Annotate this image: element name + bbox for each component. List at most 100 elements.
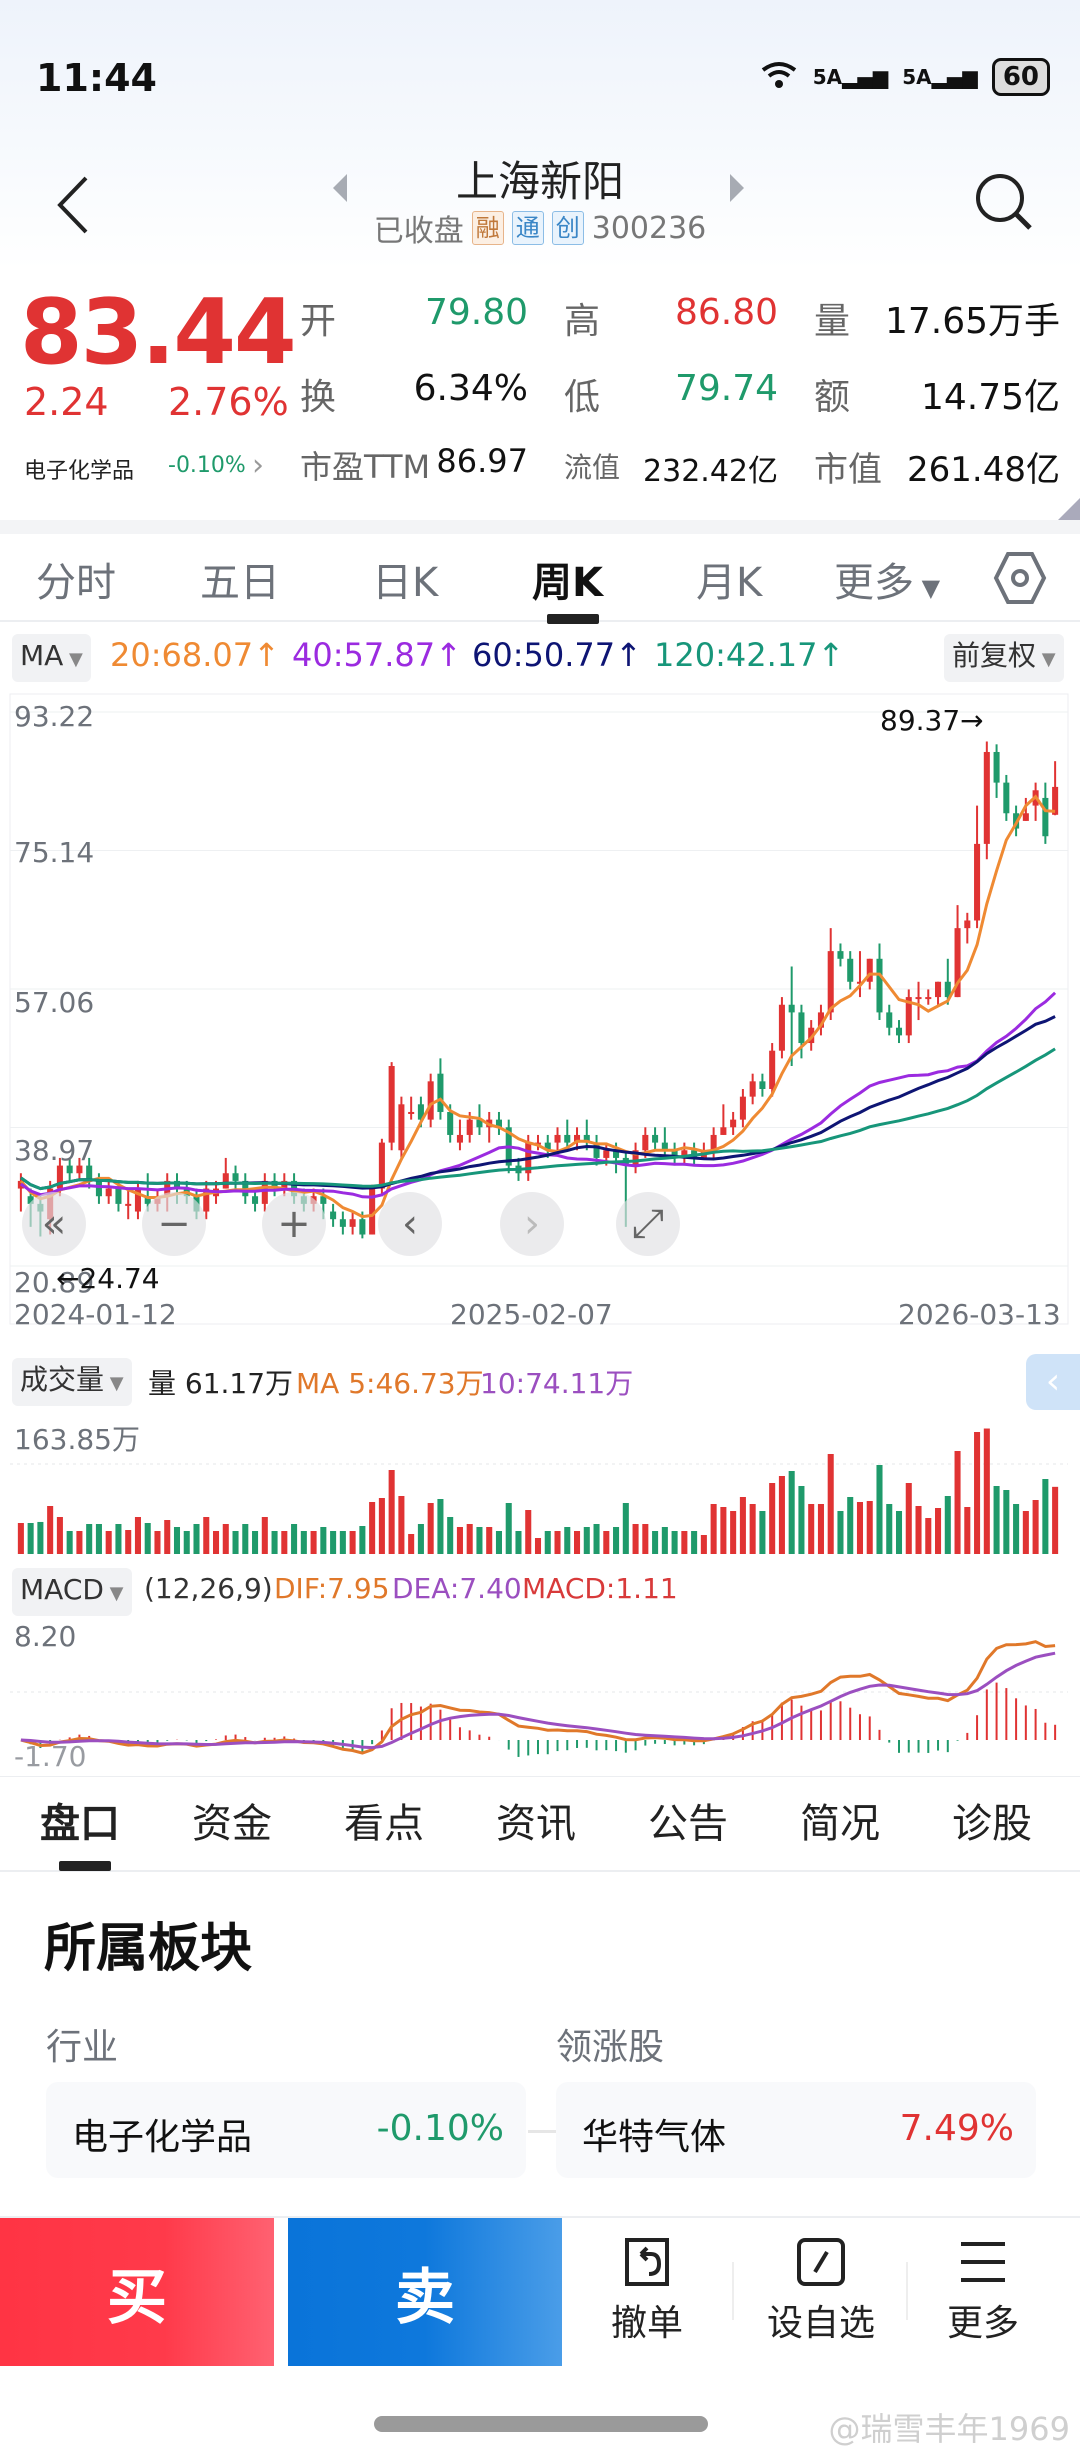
tab-news[interactable]: 资讯 — [496, 1801, 576, 1847]
fullscreen-button[interactable]: ⤢ — [616, 1192, 680, 1256]
prev-stock-button[interactable] — [333, 174, 347, 202]
leader-card-pct: 7.49% — [899, 2108, 1014, 2149]
tab-fund-flow[interactable]: 资金 — [192, 1801, 272, 1847]
kline-period-tabs: 分时 五日 日K 周K 月K 更多 ▼ — [0, 534, 1080, 624]
macd-chart[interactable] — [0, 1616, 1080, 1776]
more-button[interactable]: 更多 — [918, 2236, 1048, 2346]
industry-card[interactable]: 电子化学品 -0.10% — [46, 2082, 526, 2178]
double-chevron-left-icon: « — [41, 1201, 67, 1247]
high-value: 86.80 — [674, 292, 778, 333]
chevron-right-icon: › — [252, 448, 264, 483]
stock-code: 300236 — [591, 210, 707, 246]
scroll-right-button[interactable]: › — [500, 1192, 564, 1256]
search-button[interactable] — [970, 168, 1040, 238]
chevron-right-icon: › — [524, 1201, 540, 1247]
watermark: @瑞雪丰年1969 — [828, 2410, 1070, 2448]
quote-panel: 83.44 2.24 2.76% 电子化学品 -0.10% › 开 79.80 … — [0, 270, 1080, 520]
volume-selector[interactable]: 成交量 ▼ — [12, 1358, 132, 1406]
add-watchlist-button[interactable]: 设自选 — [756, 2236, 886, 2346]
tab-monthly-k[interactable]: 月K — [696, 560, 763, 606]
status-bar: 11:44 5A▂▄▆ 5A▂▄▆ 60 — [0, 0, 1080, 140]
tab-announcements[interactable]: 公告 — [648, 1801, 728, 1847]
volume-current: 量 61.17万 — [148, 1367, 294, 1400]
industry-name: 电子化学品 — [24, 459, 135, 484]
volume-label: 量 — [814, 301, 851, 342]
macd-dif: DIF:7.95 — [274, 1572, 390, 1605]
market-cap-value: 261.48亿 — [907, 450, 1060, 490]
tab-more[interactable]: 更多 ▼ — [834, 560, 941, 606]
zoom-in-button[interactable]: + — [262, 1192, 326, 1256]
volume-ma10: 10:74.11万 — [480, 1367, 634, 1400]
tab-profile[interactable]: 简况 — [800, 1801, 880, 1847]
side-panel-toggle[interactable]: ‹ — [1026, 1354, 1080, 1410]
tab-five-day[interactable]: 五日 — [200, 560, 280, 606]
tab-intraday[interactable]: 分时 — [36, 560, 116, 606]
open-value: 79.80 — [424, 292, 528, 333]
low-annotation: ←24.74 — [56, 1262, 160, 1295]
expand-corner-icon[interactable] — [1058, 498, 1080, 520]
scroll-left-button[interactable]: ‹ — [378, 1192, 442, 1256]
leader-card-name: 华特气体 — [582, 2117, 727, 2158]
wifi-icon — [759, 60, 799, 95]
y-tick: 20.89 — [14, 1266, 95, 1299]
tab-highlights[interactable]: 看点 — [344, 1801, 424, 1847]
next-stock-button[interactable] — [730, 174, 744, 202]
y-tick: 93.22 — [14, 700, 95, 733]
pe-label: 市盈TTM — [300, 448, 431, 486]
stock-name: 上海新阳 — [455, 157, 624, 206]
x-tick: 2025-02-07 — [450, 1298, 613, 1331]
high-annotation: 89.37→ — [880, 704, 984, 737]
chart-settings-button[interactable] — [992, 550, 1048, 606]
jump-start-button[interactable]: « — [22, 1192, 86, 1256]
edit-square-icon — [797, 2238, 845, 2286]
stock-subtitle: 已收盘 融 通 创 300236 — [0, 206, 1080, 250]
sell-button[interactable]: 卖 — [288, 2218, 562, 2366]
ma20-value: 20:68.07↑ — [110, 636, 280, 674]
zoom-out-button[interactable]: − — [142, 1192, 206, 1256]
undo-doc-icon — [625, 2238, 669, 2286]
high-label: 高 — [564, 301, 601, 342]
ma-selector[interactable]: MA ▼ — [12, 634, 91, 682]
back-button[interactable] — [50, 170, 100, 240]
stock-header: 上海新阳 已收盘 融 通 创 300236 — [0, 140, 1080, 270]
macd-min-label: -1.70 — [14, 1740, 87, 1773]
connect-tag: 通 — [511, 211, 544, 245]
macd-dea: DEA:7.40 — [392, 1572, 522, 1605]
macd-value: MACD:1.11 — [522, 1572, 678, 1605]
volume-chart[interactable] — [0, 1406, 1080, 1556]
home-indicator[interactable] — [374, 2416, 708, 2432]
tab-order-book[interactable]: 盘口 — [40, 1801, 120, 1847]
market-cap-label: 市值 — [814, 450, 882, 490]
buy-button[interactable]: 买 — [0, 2218, 274, 2366]
y-tick: 38.97 — [14, 1134, 95, 1167]
card-connector — [528, 2130, 556, 2133]
amount-label: 额 — [814, 377, 851, 418]
dropdown-caret-icon: ▼ — [914, 574, 941, 602]
section-title: 所属板块 — [44, 1919, 253, 1979]
tab-daily-k[interactable]: 日K — [372, 560, 439, 606]
fullscreen-icon: ⤢ — [632, 1201, 664, 1247]
search-icon — [976, 174, 1032, 230]
divider — [732, 2262, 734, 2320]
volume-max-label: 163.85万 — [14, 1423, 140, 1456]
detail-tabs: 盘口 资金 看点 资讯 公告 简况 诊股 — [0, 1776, 1080, 1872]
y-tick: 57.06 — [14, 986, 95, 1019]
cancel-order-button[interactable]: 撤单 — [582, 2236, 712, 2346]
trade-bar — [0, 2216, 1080, 2366]
battery-icon: 60 — [991, 58, 1050, 96]
float-cap-label: 流值 — [564, 451, 621, 484]
leader-card[interactable]: 华特气体 7.49% — [556, 2082, 1036, 2178]
menu-icon — [961, 2242, 1005, 2282]
tab-weekly-k[interactable]: 周K — [532, 560, 603, 606]
industry-card-name: 电子化学品 — [72, 2117, 253, 2158]
macd-selector[interactable]: MACD ▼ — [12, 1568, 132, 1616]
volume-header: 成交量 ▼ 量 61.17万 MA 5:46.73万 10:74.11万 ‹ — [0, 1354, 1080, 1410]
macd-params: (12,26,9) — [144, 1572, 273, 1605]
tab-diagnosis[interactable]: 诊股 — [952, 1801, 1032, 1847]
ma60-value: 60:50.77↑ — [472, 636, 642, 674]
adjust-selector[interactable]: 前复权 ▼ — [944, 634, 1064, 682]
chevron-left-icon: ‹ — [402, 1201, 418, 1247]
last-price: 83.44 — [20, 280, 297, 385]
float-cap-value: 232.42亿 — [643, 454, 778, 489]
ma-indicator-bar: MA ▼ 20:68.07↑ 40:57.87↑ 60:50.77↑ 120:4… — [0, 624, 1080, 684]
